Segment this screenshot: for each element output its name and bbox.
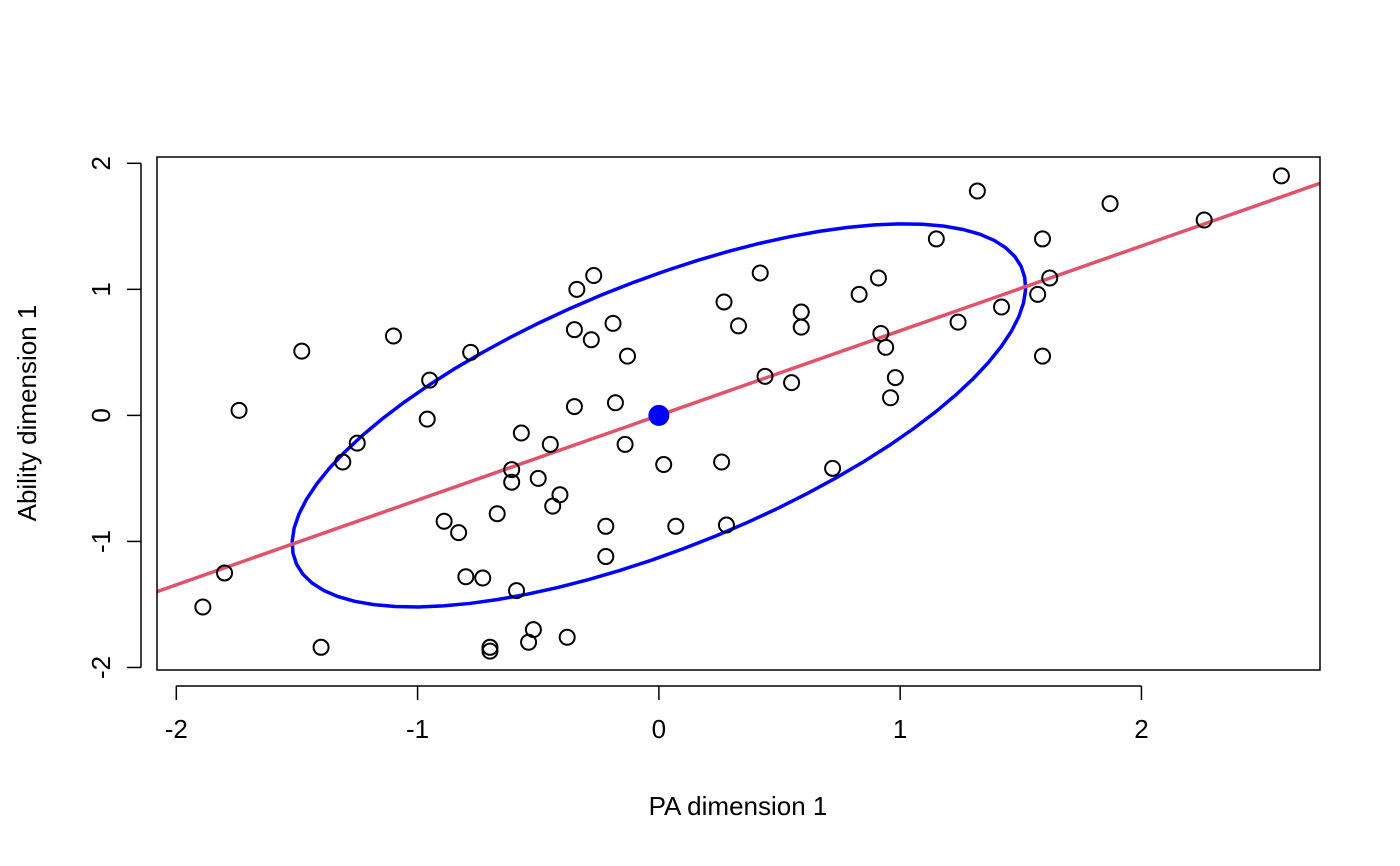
centroid-point	[648, 404, 670, 426]
data-point	[597, 548, 615, 566]
data-point	[927, 230, 945, 248]
data-point	[418, 410, 436, 428]
data-point	[216, 564, 234, 582]
data-point	[877, 338, 895, 356]
data-point	[869, 269, 887, 287]
data-point	[565, 398, 583, 416]
data-point	[792, 303, 810, 321]
x-tick-label: 1	[893, 714, 907, 744]
data-point	[606, 394, 624, 412]
data-point	[348, 434, 366, 452]
data-point	[751, 264, 769, 282]
y-tick-label: -2	[86, 656, 116, 679]
data-point	[1272, 167, 1290, 185]
data-point	[1034, 347, 1052, 365]
data-point	[1029, 285, 1047, 303]
data-point	[582, 331, 600, 349]
data-point	[503, 461, 521, 479]
data-point	[783, 374, 801, 392]
data-point	[824, 459, 842, 477]
data-point	[512, 424, 530, 442]
y-axis-title: Ability dimension 1	[12, 305, 42, 522]
data-point	[1041, 269, 1059, 287]
data-point	[551, 486, 569, 504]
data-point	[474, 569, 492, 587]
data-point	[508, 582, 526, 600]
data-point	[462, 343, 480, 361]
data-point	[792, 318, 810, 336]
data-point	[882, 389, 900, 407]
data-point	[481, 638, 499, 656]
data-ellipse	[290, 222, 1028, 609]
data-point	[850, 285, 868, 303]
data-point	[435, 512, 453, 530]
data-point	[312, 638, 330, 656]
data-point	[558, 628, 576, 646]
data-point	[949, 313, 967, 331]
x-tick-label: 2	[1134, 714, 1148, 744]
regression-line	[157, 181, 1320, 594]
data-point	[597, 517, 615, 535]
y-tick-label: 2	[86, 156, 116, 170]
data-point	[541, 435, 559, 453]
y-tick-label: -1	[86, 530, 116, 553]
data-point	[293, 342, 311, 360]
y-tick-label: 1	[86, 282, 116, 296]
data-point	[756, 367, 774, 385]
data-point	[713, 453, 731, 471]
y-axis: -2 -1 0 1 2	[86, 156, 142, 679]
data-point	[488, 505, 506, 523]
data-point	[655, 456, 673, 474]
plot-frame	[156, 156, 1321, 671]
data-point	[585, 266, 603, 284]
x-axis-title: PA dimension 1	[649, 791, 828, 821]
data-point	[619, 347, 637, 365]
data-point	[565, 321, 583, 339]
plot-marks	[157, 167, 1320, 660]
data-point	[1034, 230, 1052, 248]
data-point	[730, 317, 747, 335]
data-point	[968, 182, 986, 200]
data-point	[529, 469, 547, 487]
data-point	[334, 453, 352, 471]
data-point	[384, 327, 402, 345]
data-point	[993, 298, 1011, 316]
data-point	[194, 598, 212, 616]
data-point	[604, 314, 622, 332]
data-point	[1195, 211, 1213, 229]
x-tick-label: -1	[406, 714, 429, 744]
y-tick-label: 0	[86, 408, 116, 422]
data-point	[524, 621, 542, 639]
data-point	[503, 473, 521, 491]
data-point	[616, 435, 634, 453]
data-point	[230, 401, 248, 419]
data-point	[667, 517, 685, 535]
data-point	[457, 568, 475, 586]
data-point	[481, 642, 499, 660]
x-tick-label: -2	[165, 714, 188, 744]
data-point	[715, 293, 733, 311]
data-point	[717, 516, 735, 534]
data-point	[1101, 195, 1119, 213]
data-point	[886, 369, 904, 387]
data-point	[421, 371, 439, 389]
data-point	[544, 497, 562, 515]
data-point	[568, 280, 586, 298]
data-point	[450, 524, 468, 542]
x-tick-label: 0	[652, 714, 666, 744]
x-axis: -2 -1 0 1 2	[165, 685, 1149, 744]
